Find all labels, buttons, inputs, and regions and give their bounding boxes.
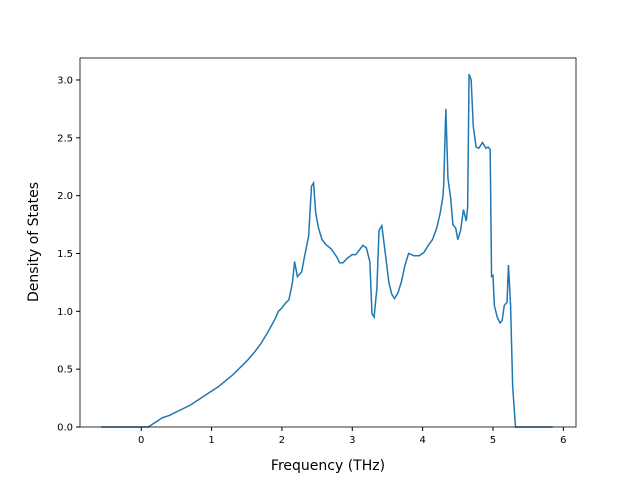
x-tick-label: 6 (560, 435, 566, 446)
x-tick-label: 3 (349, 435, 355, 446)
x-axis-label: Frequency (THz) (271, 458, 385, 474)
y-axis-label: Density of States (26, 182, 42, 302)
y-tick-label: 0.0 (57, 423, 73, 434)
y-tick-label: 1.0 (57, 307, 73, 318)
plot-frame (79, 57, 577, 428)
y-tick-label: 1.5 (57, 249, 73, 260)
x-tick-label: 0 (138, 435, 144, 446)
y-tick-label: 0.5 (57, 365, 73, 376)
y-tick-label: 2.5 (57, 133, 73, 144)
y-tick-label: 2.0 (57, 191, 73, 202)
x-tick-label: 4 (419, 435, 425, 446)
y-tick-label: 3.0 (57, 75, 73, 86)
line-series (101, 73, 553, 428)
x-tick-label: 2 (279, 435, 285, 446)
x-tick-label: 5 (490, 435, 496, 446)
x-tick-label: 1 (208, 435, 214, 446)
